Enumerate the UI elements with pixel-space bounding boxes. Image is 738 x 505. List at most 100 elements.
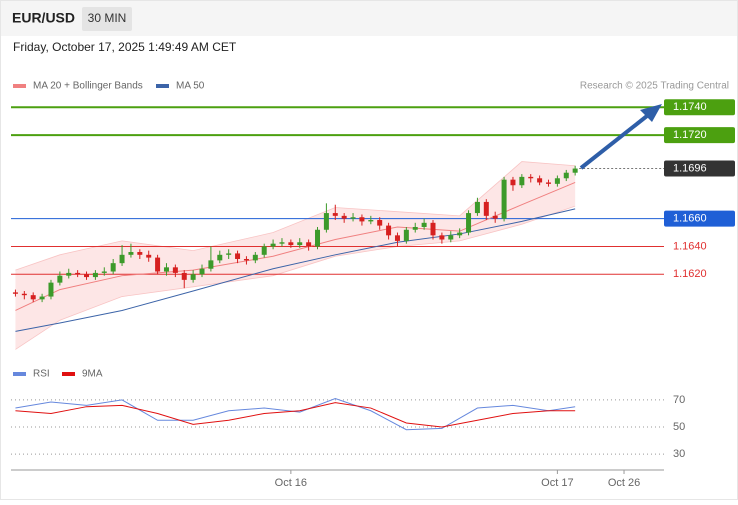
candle-body	[270, 243, 276, 247]
candle-body	[430, 222, 436, 236]
interval[interactable]: 30 MIN	[88, 11, 127, 25]
candle-body	[306, 242, 312, 247]
candle-body	[128, 252, 134, 255]
candle-body	[563, 172, 569, 179]
candle-body	[359, 217, 365, 222]
candle-body	[572, 168, 578, 173]
candle-body	[368, 220, 374, 222]
legend-swatch	[156, 84, 169, 88]
candle-body	[501, 179, 507, 219]
legend-swatch	[62, 372, 75, 376]
symbol: EUR/USD	[12, 10, 75, 26]
candle-body	[332, 213, 338, 216]
candle-body	[163, 267, 169, 272]
ma50-line	[15, 208, 576, 332]
candle-body	[48, 282, 54, 297]
candle-body	[288, 242, 294, 246]
x-tick-label: Oct 16	[275, 477, 307, 489]
legend-label: 9MA	[82, 369, 103, 380]
bollinger-lower	[15, 205, 576, 350]
level-box	[664, 127, 735, 144]
rsi-ma-line	[15, 402, 576, 428]
rsi-line	[15, 398, 576, 431]
forecast-arrow	[579, 110, 654, 170]
candle-body	[101, 271, 107, 273]
candle-body	[172, 267, 178, 273]
level-label: 1.1640	[673, 240, 707, 252]
candle-body	[199, 268, 205, 275]
candle-body	[448, 235, 454, 240]
interval-badge[interactable]	[82, 7, 132, 31]
rsi-tick-label: 50	[673, 421, 685, 433]
candle-body	[181, 272, 187, 280]
candle-body	[84, 274, 90, 278]
candle-body	[412, 226, 418, 230]
candle-body	[39, 296, 45, 300]
level-label: 1.1660	[673, 213, 707, 225]
candle-body	[439, 235, 445, 240]
candle-body	[208, 260, 214, 269]
candle-body	[386, 225, 392, 236]
level-label: 1.1720	[673, 129, 707, 141]
candle-body	[226, 253, 232, 255]
candle-body	[57, 275, 63, 283]
credit: Research © 2025 Trading Central	[580, 81, 729, 92]
candle-body	[137, 252, 143, 255]
candle-body	[403, 229, 409, 241]
legend-label: RSI	[33, 369, 50, 380]
candle-body	[279, 242, 285, 244]
legend-label: MA 50	[176, 81, 205, 92]
candle-body	[554, 178, 560, 184]
bollinger-upper	[15, 161, 576, 271]
candle-body	[155, 257, 161, 272]
candle-body	[243, 258, 249, 261]
level-label: 1.1696	[673, 162, 707, 174]
candle-body	[252, 254, 258, 261]
candle-body	[457, 232, 463, 236]
level-box	[664, 160, 735, 177]
legend-swatch	[13, 372, 26, 376]
candle-body	[350, 217, 356, 219]
candle-body	[12, 292, 18, 294]
candle-body	[217, 254, 223, 261]
candle-body	[510, 179, 516, 186]
candle-body	[119, 254, 125, 264]
forecast-arrowhead	[640, 104, 662, 122]
candle-body	[190, 274, 196, 280]
x-tick-label: Oct 26	[608, 477, 640, 489]
candle-body	[394, 235, 400, 241]
candle-body	[421, 222, 427, 227]
candle-body	[66, 272, 72, 276]
candle-body	[537, 178, 543, 183]
candle-body	[297, 242, 303, 246]
bollinger-band	[15, 161, 576, 350]
level-box	[664, 99, 735, 116]
timestamp: Friday, October 17, 2025 1:49:49 AM CET	[13, 40, 237, 54]
candle-body	[546, 182, 552, 184]
candle-body	[315, 229, 321, 247]
candle-body	[323, 213, 329, 230]
candle-body	[483, 201, 489, 216]
candle-body	[341, 215, 347, 219]
ma20-line	[15, 181, 576, 311]
x-tick-label: Oct 17	[541, 477, 573, 489]
candle-body	[75, 272, 81, 275]
legend-swatch	[13, 84, 26, 88]
candle-body	[261, 246, 267, 255]
legend-label: MA 20 + Bollinger Bands	[33, 81, 143, 92]
candle-body	[492, 215, 498, 219]
candle-body	[466, 213, 472, 233]
level-box	[664, 210, 735, 227]
candle-body	[474, 201, 480, 214]
level-label: 1.1740	[673, 101, 707, 113]
candle-body	[146, 254, 152, 258]
candle-body	[92, 272, 98, 278]
candle-body	[519, 176, 525, 186]
candle-body	[30, 295, 36, 300]
level-label: 1.1620	[673, 268, 707, 280]
rsi-tick-label: 70	[673, 394, 685, 406]
candle-body	[110, 263, 116, 272]
candle-body	[528, 176, 534, 179]
candle-body	[377, 220, 383, 226]
